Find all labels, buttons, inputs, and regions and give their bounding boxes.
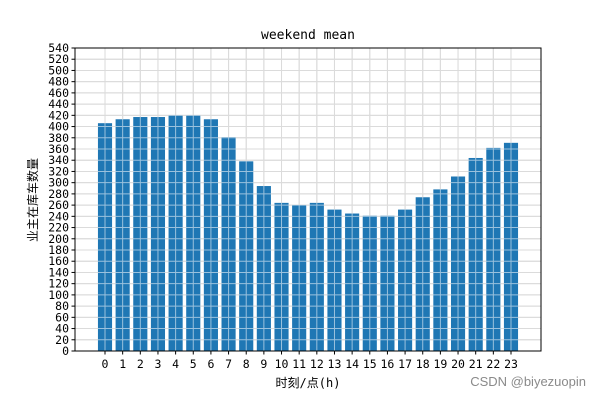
x-tick-label: 23 [504, 357, 518, 371]
y-tick-label: 200 [48, 232, 69, 246]
x-axis-label: 时刻/点(h) [276, 376, 341, 390]
y-tick-label: 100 [48, 288, 69, 302]
x-tick-label: 11 [292, 357, 306, 371]
y-tick-label: 380 [48, 131, 69, 145]
x-tick-label: 8 [243, 357, 250, 371]
y-tick-label: 340 [48, 153, 69, 167]
y-axis-ticks: 0204060801001201401601802002202402602803… [48, 41, 75, 358]
y-tick-label: 520 [48, 52, 69, 66]
watermark: CSDN @biyezuopin [470, 374, 586, 389]
x-tick-label: 7 [225, 357, 232, 371]
x-tick-label: 21 [469, 357, 483, 371]
x-tick-label: 1 [119, 357, 126, 371]
y-tick-label: 500 [48, 63, 69, 77]
y-tick-label: 140 [48, 265, 69, 279]
y-tick-label: 160 [48, 254, 69, 268]
x-tick-label: 10 [275, 357, 289, 371]
y-tick-label: 400 [48, 120, 69, 134]
y-tick-label: 80 [55, 299, 69, 313]
y-tick-label: 120 [48, 277, 69, 291]
x-tick-label: 18 [416, 357, 430, 371]
x-tick-label: 13 [328, 357, 342, 371]
y-tick-label: 260 [48, 198, 69, 212]
y-tick-label: 460 [48, 86, 69, 100]
x-tick-label: 9 [260, 357, 267, 371]
x-tick-label: 17 [398, 357, 412, 371]
x-tick-label: 12 [310, 357, 324, 371]
chart-title: weekend mean [261, 28, 355, 43]
y-tick-label: 40 [55, 322, 69, 336]
y-tick-label: 360 [48, 142, 69, 156]
y-tick-label: 440 [48, 97, 69, 111]
y-tick-label: 180 [48, 243, 69, 257]
y-tick-label: 320 [48, 164, 69, 178]
y-axis-label: 业主在库车数量 [25, 158, 40, 242]
x-axis-ticks: 0 1 2 3 4 5 6 7 8 9 10 11 12 13 14 15 16 17 18 19 20 21 22 23 [102, 351, 518, 371]
y-tick-label: 420 [48, 108, 69, 122]
x-tick-label: 2 [137, 357, 144, 371]
plot-frame [74, 47, 542, 352]
y-tick-label: 220 [48, 221, 69, 235]
x-tick-label: 20 [451, 357, 465, 371]
y-tick-label: 480 [48, 75, 69, 89]
x-tick-label: 15 [363, 357, 377, 371]
y-tick-label: 280 [48, 187, 69, 201]
x-tick-label: 0 [102, 357, 109, 371]
y-tick-label: 300 [48, 176, 69, 190]
y-tick-label: 20 [55, 333, 69, 347]
y-tick-label: 60 [55, 310, 69, 324]
y-tick-label: 0 [62, 344, 69, 358]
x-tick-label: 19 [433, 357, 447, 371]
x-tick-label: 5 [190, 357, 197, 371]
bars [75, 47, 541, 352]
x-tick-label: 16 [381, 357, 395, 371]
y-tick-label: 240 [48, 209, 69, 223]
x-tick-label: 6 [207, 357, 214, 371]
x-tick-label: 3 [154, 357, 161, 371]
y-tick-label: 540 [48, 41, 69, 55]
x-tick-label: 14 [345, 357, 359, 371]
x-tick-label: 4 [172, 357, 179, 371]
x-tick-label: 22 [486, 357, 500, 371]
